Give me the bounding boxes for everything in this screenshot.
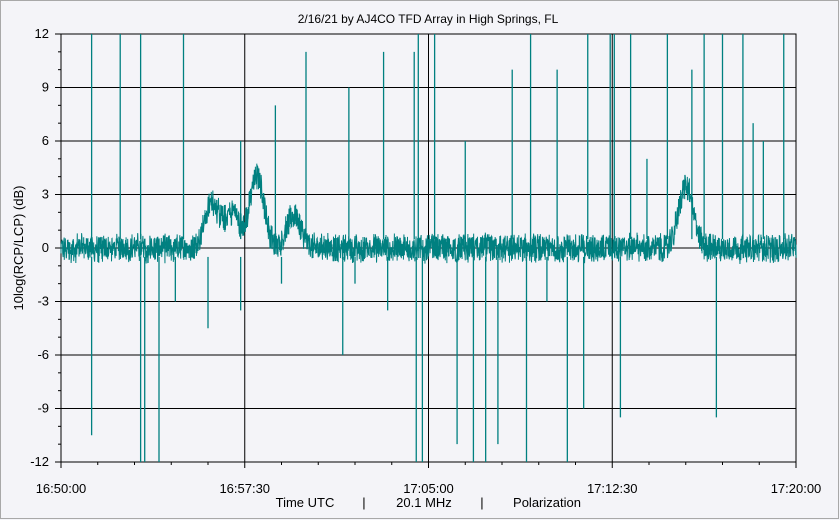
y-tick-label: -3 [37, 294, 49, 309]
y-tick-label: -12 [30, 454, 49, 469]
y-tick-label: 9 [42, 80, 49, 95]
y-tick-label: -9 [37, 401, 49, 416]
minor-ticks [55, 33, 797, 468]
x-tick-label: 17:20:00 [771, 481, 822, 496]
y-tick-label: -6 [37, 347, 49, 362]
x-axis-label: Time UTC [276, 495, 335, 510]
y-tick-label: 6 [42, 133, 49, 148]
footer-separator: | [362, 495, 365, 510]
series-trace [60, 163, 797, 264]
x-tick-label: 17:12:30 [587, 481, 638, 496]
y-tick-label: 0 [42, 240, 49, 255]
x-tick-labels: 16:50:00 16:57:30 17:05:00 17:12:30 17:20:00 [36, 481, 822, 496]
x-tick-label: 16:50:00 [36, 481, 87, 496]
footer-separator: | [480, 495, 483, 510]
x-tick-label: 16:57:30 [219, 481, 270, 496]
frequency-label: 20.1 MHz [396, 495, 452, 510]
series-line [60, 34, 797, 462]
y-tick-label: 12 [35, 26, 49, 41]
chart-title: 2/16/21 by AJ4CO TFD Array in High Sprin… [298, 12, 559, 26]
y-axis-label: 10log(RCP/LCP) (dB) [11, 186, 26, 311]
y-tick-labels: 12 9 6 3 0 -3 -6 -9 -12 [30, 26, 49, 469]
x-tick-label: 17:05:00 [403, 481, 454, 496]
y-tick-label: 3 [42, 187, 49, 202]
quantity-label: Polarization [513, 495, 581, 510]
